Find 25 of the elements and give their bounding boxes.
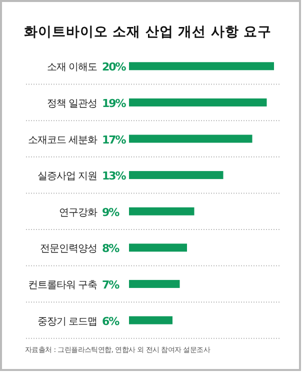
data-label: 8%: [102, 242, 120, 256]
data-label: 9%: [102, 206, 120, 219]
bar: [129, 316, 172, 324]
y-tick-label: 전문인력양성: [40, 244, 97, 255]
data-label: 13%: [102, 170, 126, 183]
data-label: 20%: [102, 60, 126, 74]
y-tick-label: 실증사업 지원: [37, 171, 97, 182]
data-label: 7%: [102, 278, 120, 292]
y-tick-label: 정책 일관성: [46, 98, 97, 110]
bar: [129, 62, 274, 70]
data-label: 17%: [102, 133, 126, 146]
bar: [129, 171, 224, 180]
bar: [129, 134, 252, 143]
bar: [129, 244, 187, 252]
y-tick-label: 중장기 로드맵: [37, 316, 97, 328]
data-label: 6%: [102, 314, 120, 328]
y-tick-label: 연구강화: [59, 207, 98, 218]
y-tick-label: 소재 이해도: [46, 62, 98, 74]
bar: [129, 207, 194, 216]
data-label: 19%: [102, 96, 126, 110]
y-tick-label: 컨트롤타워 구축: [28, 280, 98, 291]
bar: [129, 280, 180, 288]
bar: [129, 98, 267, 106]
y-tick-label: 소재코드 세분화: [28, 134, 98, 146]
chart-title: 화이트바이오 소재 산업 개선 사항 요구: [24, 24, 272, 40]
